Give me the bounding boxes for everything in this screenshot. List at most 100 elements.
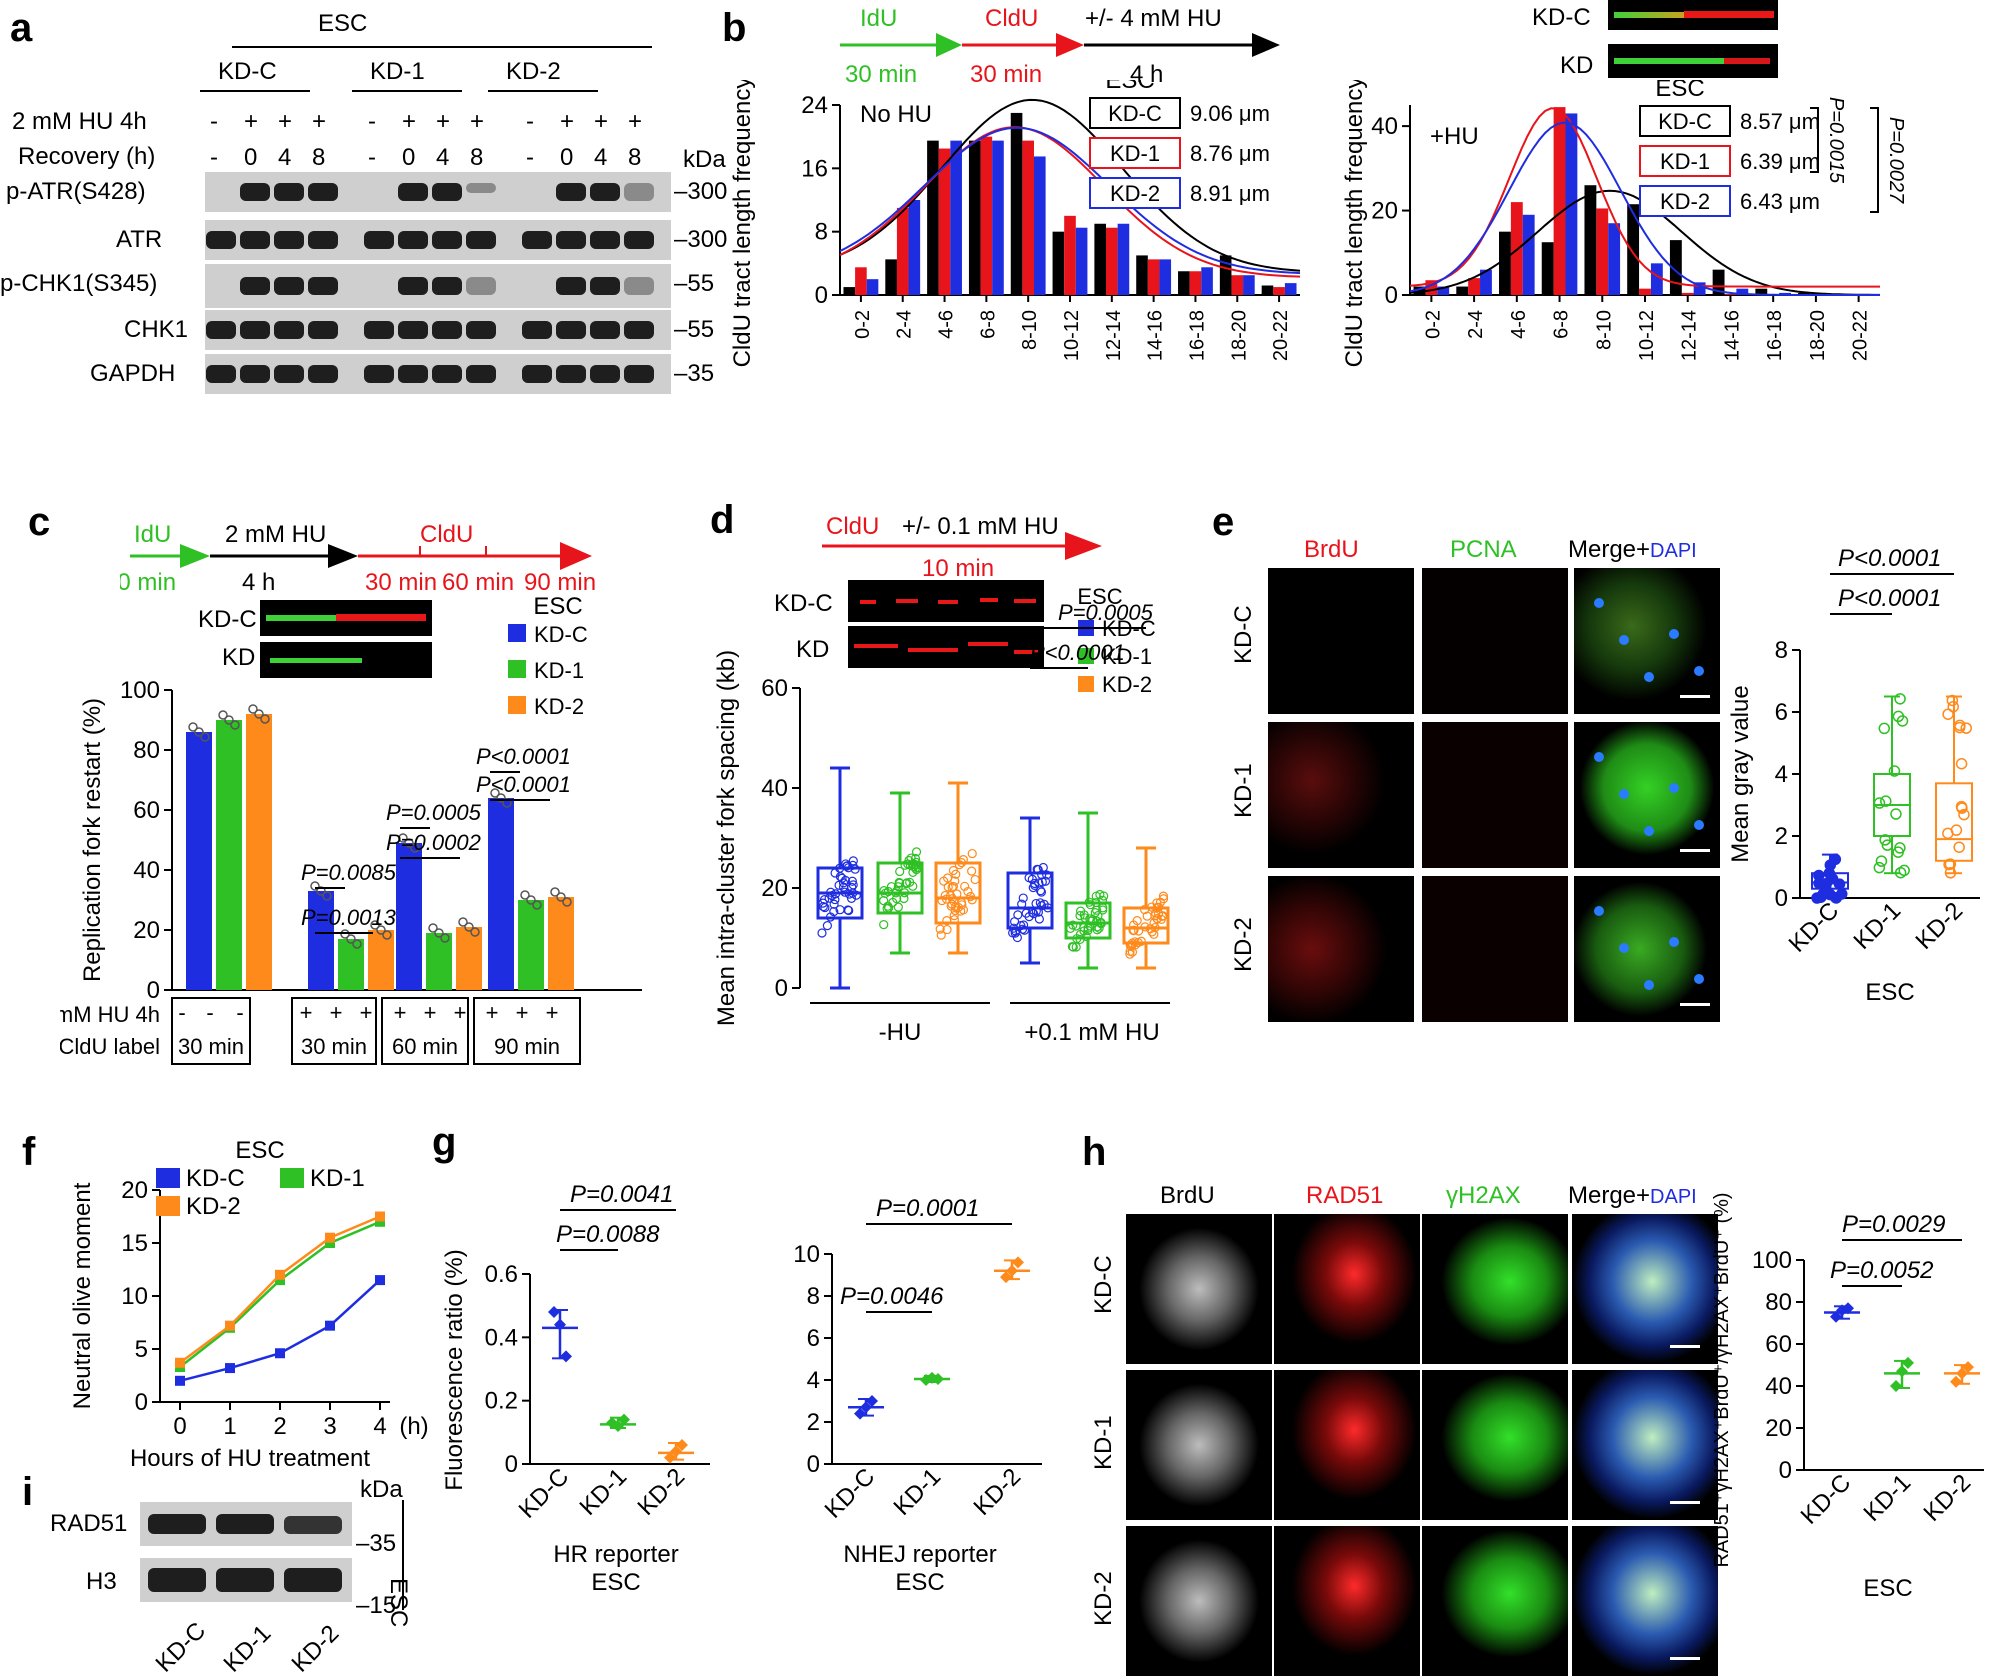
d-point [895, 866, 905, 877]
d-point [967, 848, 977, 859]
h-col-brdu: BrdU [1160, 1182, 1215, 1209]
c-bar [396, 843, 422, 990]
f-point [175, 1375, 185, 1386]
d-point [1035, 886, 1046, 896]
e-point [1892, 846, 1904, 858]
c-pvalue: P<0.0001 [476, 744, 571, 769]
b-bar [843, 287, 856, 295]
f-point [275, 1275, 285, 1286]
b-bar [1413, 286, 1426, 295]
h-row-label: KD-2 [1090, 1571, 1117, 1626]
a-protein-label: p-ATR(S428) [6, 178, 146, 205]
e-point [1873, 797, 1886, 809]
e-tick-label: 8 [1775, 637, 1788, 664]
c-point [200, 732, 210, 742]
h-point [1842, 1302, 1854, 1315]
b-x-tick-label: 4-6 [1508, 310, 1530, 339]
d-point [848, 888, 858, 898]
b-bar [908, 200, 921, 295]
a-band [274, 365, 304, 383]
e-tick-label: 2 [1775, 823, 1788, 850]
c-table-box [171, 997, 251, 1065]
a-band [398, 277, 428, 295]
b-bar [980, 136, 993, 295]
d-point [1125, 949, 1135, 959]
g1-x-label: KD-C [514, 1463, 575, 1524]
h-row-label: KD-1 [1090, 1415, 1117, 1470]
a-band [364, 365, 394, 383]
d-point [903, 859, 913, 869]
f-x-tick-label: 2 [273, 1413, 286, 1440]
c-pvalue: P=0.0085 [301, 860, 397, 885]
b-hu: +/- 4 mM HU [1085, 5, 1222, 32]
b-sig-bracket [1810, 107, 1819, 173]
f-tick-label: 10 [121, 1283, 148, 1310]
b-bar [1650, 263, 1663, 295]
c-point [254, 709, 264, 719]
d-point [967, 866, 977, 876]
c-point [382, 930, 392, 940]
a-band [364, 321, 394, 339]
b-idu: IdU [860, 5, 897, 32]
b-bar [1596, 208, 1609, 295]
a-band [556, 321, 586, 339]
d-point [824, 893, 834, 903]
e-point [1955, 757, 1968, 770]
h-tick-label: 20 [1765, 1415, 1792, 1442]
f-tick-label: 20 [121, 1177, 148, 1204]
b-ylabel: CldU tract length frequency (%) [729, 80, 756, 367]
g1-point [664, 1451, 676, 1464]
f-x-tick-label: 4 [373, 1413, 386, 1440]
d-point [1027, 907, 1038, 917]
f-x-tick-label: 3 [323, 1413, 336, 1440]
d-tick-label: 20 [761, 875, 788, 902]
f-legend-swatch [156, 1168, 180, 1188]
e-col-pcna: PCNA [1450, 536, 1517, 563]
i-esc-bracket [402, 1500, 404, 1610]
d-group-label: +0.1 mM HU [1024, 1019, 1159, 1046]
b-fit-curve [1409, 121, 1880, 296]
d-point [886, 882, 897, 892]
e-col-merge: Merge+DAPI [1568, 536, 1697, 563]
d-point [1090, 908, 1100, 918]
d-point [949, 915, 959, 925]
panel-a-esc: ESC [318, 10, 368, 37]
c-hu-sign: - [236, 1000, 243, 1025]
a-blot-row [205, 264, 671, 308]
b-bar [1201, 267, 1213, 295]
b-legend-box [1089, 137, 1181, 169]
f-x-tick-label: 1 [223, 1413, 236, 1440]
h-col-gh2ax: γH2AX [1446, 1182, 1521, 1209]
d-point [882, 904, 892, 914]
a-band [240, 365, 270, 383]
f-tick-label: 0 [135, 1389, 148, 1416]
a-protein-label: GAPDH [90, 360, 176, 387]
h-xlabel: ESC [1863, 1575, 1912, 1602]
c-legend-swatch [508, 624, 526, 642]
c-cldu-label: 60 min [392, 1034, 458, 1059]
e-point [1833, 878, 1846, 890]
b-fiber-image-kdc [1608, 0, 1778, 30]
b-legend-title: ESC [1105, 80, 1154, 94]
d-point [1008, 928, 1018, 938]
d-point [1072, 933, 1082, 944]
b-t1: 30 min [845, 61, 917, 88]
a-band [274, 321, 304, 339]
a-group-label: KD-1 [370, 58, 425, 85]
c-hu-sign: + [454, 1000, 467, 1025]
d-legend-label: KD-1 [1102, 644, 1152, 669]
a-band [556, 183, 586, 201]
g1-x-label: KD-2 [632, 1463, 690, 1521]
e-point [1943, 858, 1955, 871]
d-point [1033, 907, 1043, 917]
d-point [1019, 925, 1030, 935]
h-point [1902, 1356, 1914, 1369]
a-recovery-value: 4 [436, 144, 450, 171]
b-x-tick-label: 4-6 [936, 310, 958, 339]
b-bar [1022, 140, 1034, 295]
d-point [838, 878, 849, 888]
d-point [1031, 898, 1041, 909]
d-point [850, 864, 860, 874]
b-bar [1284, 283, 1297, 295]
c-tick-label: 0 [147, 977, 160, 1004]
